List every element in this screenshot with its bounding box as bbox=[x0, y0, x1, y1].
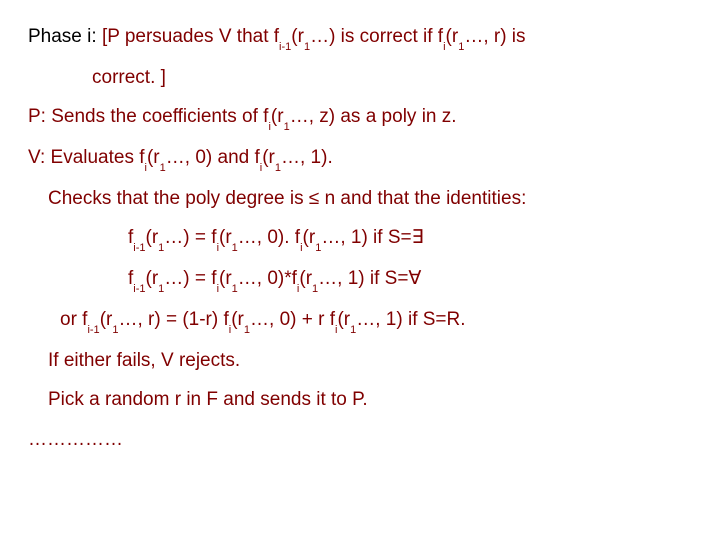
s: i-1 bbox=[133, 283, 145, 295]
s: i-1 bbox=[279, 41, 291, 53]
s: 1 bbox=[312, 283, 318, 295]
t: …, 0)*f bbox=[238, 268, 297, 289]
t: …) = f bbox=[164, 268, 216, 289]
line-pick-random: Pick a random r in F and sends it to P. bbox=[28, 385, 692, 414]
s: 1 bbox=[315, 242, 321, 254]
t: (r bbox=[100, 309, 113, 330]
t: …) = f bbox=[164, 227, 216, 248]
s: 1 bbox=[160, 162, 166, 174]
t: [P persuades V that f bbox=[102, 26, 279, 47]
t: (r bbox=[271, 106, 284, 127]
s: 1 bbox=[158, 242, 164, 254]
t: …, 1) if S=R. bbox=[356, 309, 465, 330]
t: (r bbox=[146, 268, 159, 289]
s: 1 bbox=[158, 283, 164, 295]
t: (r bbox=[219, 227, 232, 248]
s: 1 bbox=[275, 162, 281, 174]
s: i bbox=[229, 324, 231, 336]
s: i bbox=[217, 242, 219, 254]
s: 1 bbox=[232, 242, 238, 254]
s: 1 bbox=[304, 41, 310, 53]
line-dots: …………… bbox=[28, 425, 692, 454]
s: i bbox=[300, 242, 302, 254]
t: Pick a random r in F and sends it to P. bbox=[48, 389, 368, 410]
t: …, 0) and f bbox=[166, 147, 260, 168]
t: (r bbox=[219, 268, 232, 289]
t: …, r) = (1-r) f bbox=[118, 309, 228, 330]
s: i bbox=[268, 121, 270, 133]
line-phase-cont: correct. ] bbox=[28, 63, 692, 92]
line-identity-forall: fi-1(r1…) = fi(r1…, 0)*fi(r1…, 1) if S=∀ bbox=[28, 264, 692, 295]
t: …, 0). f bbox=[238, 227, 300, 248]
t: (r bbox=[262, 147, 275, 168]
t: n and that the identities: bbox=[319, 188, 526, 209]
s: 1 bbox=[350, 324, 356, 336]
t: …, z) as a poly in z. bbox=[290, 106, 457, 127]
phase-label: Phase i: bbox=[28, 26, 102, 47]
t: Checks that the poly degree is bbox=[48, 188, 309, 209]
t: (r bbox=[299, 268, 312, 289]
t: …, 0) + r f bbox=[250, 309, 335, 330]
line-phase: Phase i: [P persuades V that fi-1(r1…) i… bbox=[28, 22, 692, 53]
s: 1 bbox=[112, 324, 118, 336]
s: 1 bbox=[244, 324, 250, 336]
line-identity-r: or fi-1(r1…, r) = (1-r) fi(r1…, 0) + r f… bbox=[28, 305, 692, 336]
t: (r bbox=[291, 26, 304, 47]
t: P: Sends the coefficients of f bbox=[28, 106, 268, 127]
s: i bbox=[443, 41, 445, 53]
t: (r bbox=[303, 227, 316, 248]
t: If either fails, V rejects. bbox=[48, 350, 240, 371]
s: 1 bbox=[284, 121, 290, 133]
line-identity-exists: fi-1(r1…) = fi(r1…, 0). fi(r1…, 1) if S=… bbox=[28, 223, 692, 254]
s: i-1 bbox=[133, 242, 145, 254]
t: (r bbox=[231, 309, 244, 330]
t: …) is correct if f bbox=[310, 26, 443, 47]
s: i bbox=[145, 162, 147, 174]
line-checks: Checks that the poly degree is ≤ n and t… bbox=[28, 184, 692, 213]
t: …, 1) if S=∀ bbox=[318, 268, 421, 289]
t: (r bbox=[337, 309, 350, 330]
t: or f bbox=[60, 309, 87, 330]
t: …, 1) if S=∃ bbox=[321, 227, 423, 248]
line-reject: If either fails, V rejects. bbox=[28, 346, 692, 375]
leq-icon: ≤ bbox=[309, 188, 319, 209]
t: …, r) is bbox=[464, 26, 525, 47]
t: …………… bbox=[28, 429, 123, 450]
s: 1 bbox=[232, 283, 238, 295]
s: i-1 bbox=[87, 324, 99, 336]
t: (r bbox=[147, 147, 160, 168]
t: (r bbox=[146, 227, 159, 248]
t: …, 1). bbox=[281, 147, 333, 168]
t: V: Evaluates f bbox=[28, 147, 145, 168]
t: (r bbox=[446, 26, 459, 47]
s: 1 bbox=[458, 41, 464, 53]
s: i bbox=[260, 162, 262, 174]
t: correct. ] bbox=[92, 67, 166, 88]
line-p: P: Sends the coefficients of fi(r1…, z) … bbox=[28, 102, 692, 133]
slide-content: Phase i: [P persuades V that fi-1(r1…) i… bbox=[0, 0, 720, 486]
line-v: V: Evaluates fi(r1…, 0) and fi(r1…, 1). bbox=[28, 143, 692, 174]
s: i bbox=[217, 283, 219, 295]
